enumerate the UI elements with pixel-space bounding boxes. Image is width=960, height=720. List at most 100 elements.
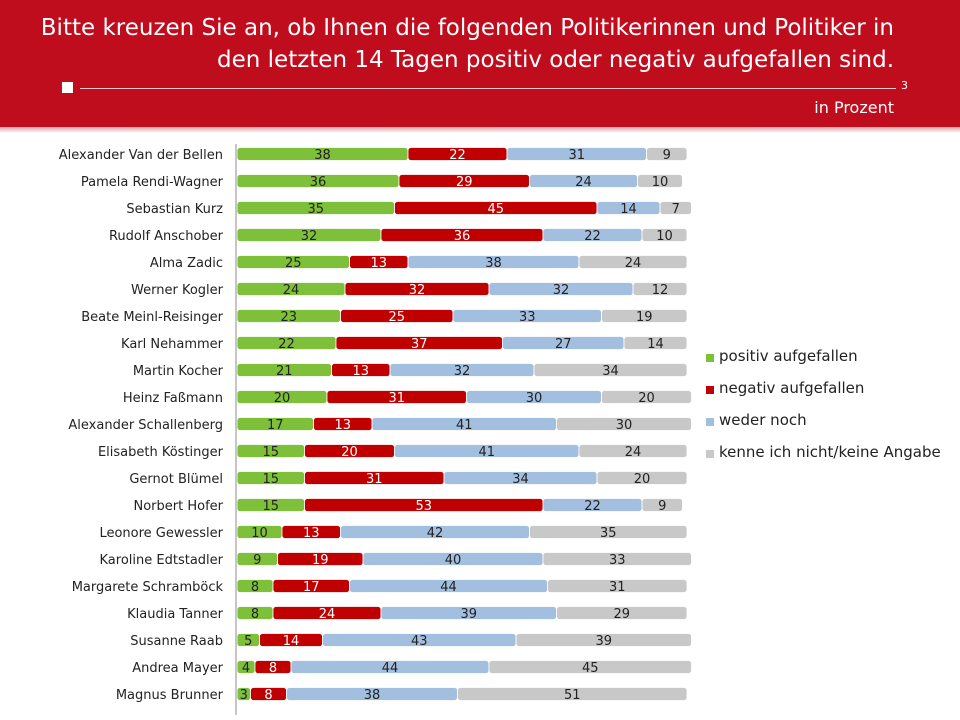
bar-segment	[641, 228, 688, 242]
square-bullet-icon	[62, 82, 73, 93]
category-label: Heinz Faßmann	[123, 391, 223, 406]
category-label: Elisabeth Köstinger	[98, 445, 224, 460]
data-label: 17	[303, 580, 320, 595]
data-label: 30	[616, 418, 633, 433]
data-label: 42	[427, 526, 444, 541]
data-label: 19	[636, 310, 653, 325]
bar-segment	[601, 309, 688, 323]
data-label: 32	[553, 283, 570, 298]
bar-segment	[529, 525, 688, 539]
bar-segment	[578, 444, 688, 458]
bar-segment	[632, 282, 688, 296]
data-label: 12	[652, 283, 669, 298]
legend-swatch	[706, 354, 714, 362]
legend-swatch	[706, 450, 714, 458]
data-label: 10	[652, 175, 669, 190]
category-label: Leonore Gewessler	[99, 526, 223, 541]
data-label: 53	[415, 499, 432, 514]
data-label: 22	[584, 499, 601, 514]
category-label: Margarete Schramböck	[72, 580, 224, 595]
data-label: 24	[283, 283, 300, 298]
category-label: Alma Zadic	[150, 256, 223, 271]
data-label: 45	[582, 661, 599, 676]
bar-segment	[556, 417, 692, 431]
data-label: 33	[609, 553, 626, 568]
data-label: 13	[334, 418, 351, 433]
bar-segment	[542, 552, 692, 566]
data-label: 20	[274, 391, 291, 406]
bar-segment	[488, 660, 692, 674]
data-label: 38	[314, 148, 331, 163]
category-label: Karoline Edtstadler	[100, 553, 224, 568]
data-label: 31	[366, 472, 383, 487]
data-label: 8	[269, 661, 277, 676]
category-label: Martin Kocher	[133, 364, 224, 379]
data-label: 3	[240, 688, 248, 703]
data-label: 20	[634, 472, 651, 487]
bar-segment	[659, 201, 692, 215]
data-label: 14	[647, 337, 664, 352]
data-label: 17	[267, 418, 284, 433]
bar-segment	[556, 606, 688, 620]
data-label: 38	[364, 688, 381, 703]
data-label: 39	[460, 607, 477, 622]
data-label: 31	[568, 148, 585, 163]
data-label: 27	[555, 337, 572, 352]
category-label: Karl Nehammer	[121, 337, 224, 352]
category-label: Beate Meinl-Reisinger	[81, 310, 223, 325]
data-label: 36	[310, 175, 327, 190]
data-label: 8	[251, 607, 259, 622]
bar-segment	[641, 498, 683, 512]
bar-segment	[533, 363, 688, 377]
bar-segment	[578, 255, 688, 269]
bar-segment	[637, 174, 683, 188]
data-label: 15	[262, 445, 279, 460]
data-label: 14	[283, 634, 300, 649]
category-label: Magnus Brunner	[116, 688, 224, 703]
data-label: 30	[526, 391, 543, 406]
data-label: 43	[411, 634, 428, 649]
legend-swatch	[706, 386, 714, 394]
data-label: 13	[303, 526, 320, 541]
data-label: 32	[454, 364, 471, 379]
data-label: 23	[280, 310, 297, 325]
category-label: Klaudia Tanner	[127, 607, 224, 622]
category-label: Alexander Van der Bellen	[59, 148, 223, 163]
data-label: 29	[456, 175, 473, 190]
bar-segment	[547, 579, 688, 593]
slide-title: Bitte kreuzen Sie an, ob Ihnen die folge…	[14, 12, 894, 76]
category-label: Susanne Raab	[130, 634, 223, 649]
data-label: 19	[312, 553, 329, 568]
data-label: 24	[319, 607, 336, 622]
data-label: 22	[449, 148, 466, 163]
data-label: 25	[388, 310, 405, 325]
data-label: 22	[278, 337, 295, 352]
legend-label: weder noch	[719, 411, 807, 429]
data-label: 15	[262, 499, 279, 514]
data-label: 44	[440, 580, 457, 595]
data-label: 38	[485, 256, 502, 271]
data-label: 31	[609, 580, 626, 595]
header-shadow	[0, 127, 960, 133]
data-label: 15	[262, 472, 279, 487]
data-label: 45	[487, 202, 504, 217]
data-label: 34	[512, 472, 529, 487]
data-label: 33	[519, 310, 536, 325]
data-label: 9	[658, 499, 666, 514]
bar-segment	[596, 471, 688, 485]
category-label: Norbert Hofer	[134, 499, 224, 514]
unit-label: in Prozent	[814, 98, 894, 117]
data-label: 29	[613, 607, 630, 622]
data-label: 24	[625, 445, 642, 460]
data-label: 36	[454, 229, 471, 244]
data-label: 7	[672, 202, 680, 217]
data-label: 5	[244, 634, 252, 649]
data-label: 9	[253, 553, 261, 568]
data-label: 41	[456, 418, 473, 433]
category-label: Alexander Schallenberg	[68, 418, 223, 433]
data-label: 8	[264, 688, 272, 703]
data-label: 32	[409, 283, 426, 298]
data-label: 24	[625, 256, 642, 271]
slide-title-line-2: den letzten 14 Tagen positiv oder negati…	[217, 47, 894, 73]
data-label: 51	[564, 688, 581, 703]
